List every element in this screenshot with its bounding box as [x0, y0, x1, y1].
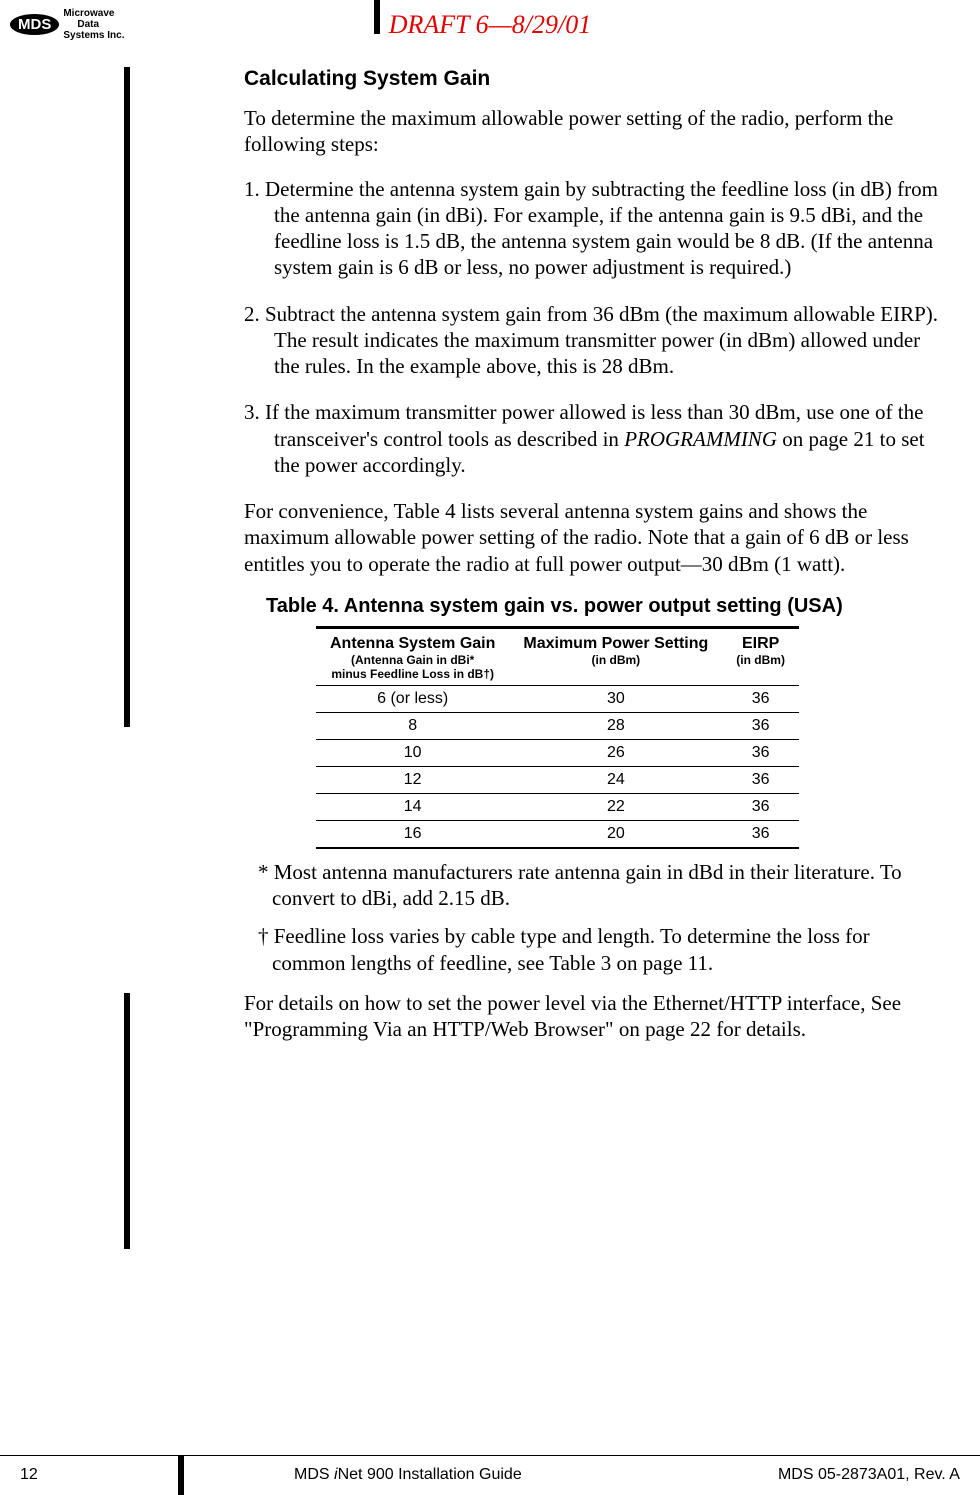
step-3-italic: PROGRAMMING — [624, 427, 777, 451]
table-row: 8 28 36 — [316, 712, 799, 739]
footer-center-a: MDS — [294, 1466, 334, 1483]
footnote-1: * Most antenna manufacturers rate antenn… — [244, 859, 940, 912]
section-heading: Calculating System Gain — [244, 67, 940, 91]
step-2: 2. Subtract the antenna system gain from… — [244, 301, 940, 380]
cell-gain: 8 — [316, 712, 509, 739]
cell-gain: 16 — [316, 820, 509, 848]
logo-text: Microwave Data Systems Inc. — [63, 8, 124, 41]
col2-header: Maximum Power Setting (in dBm) — [509, 627, 722, 685]
cell-power: 22 — [509, 793, 722, 820]
col3-title: EIRP — [742, 635, 779, 652]
logo-line-3: Systems Inc. — [63, 30, 124, 41]
logo-mark: MDS — [10, 14, 59, 35]
cell-eirp: 36 — [722, 712, 799, 739]
table-header-row: Antenna System Gain (Antenna Gain in dBi… — [316, 627, 799, 685]
cell-power: 20 — [509, 820, 722, 848]
col3-header: EIRP (in dBm) — [722, 627, 799, 685]
cell-power: 28 — [509, 712, 722, 739]
convenience-text: For convenience, Table 4 lists several a… — [244, 498, 940, 577]
change-bar-icon — [374, 0, 380, 34]
table-title: Table 4. Antenna system gain vs. power o… — [244, 595, 940, 618]
table-row: 12 24 36 — [316, 766, 799, 793]
cell-gain: 6 (or less) — [316, 685, 509, 712]
page-number: 12 — [20, 1466, 38, 1484]
cell-gain: 10 — [316, 739, 509, 766]
logo: MDS Microwave Data Systems Inc. — [10, 8, 125, 41]
col2-sub: (in dBm) — [523, 653, 708, 667]
cell-gain: 14 — [316, 793, 509, 820]
change-bar-icon — [124, 993, 130, 1249]
footer-center: MDS iNet 900 Installation Guide — [294, 1466, 522, 1484]
antenna-gain-table: Antenna System Gain (Antenna Gain in dBi… — [316, 626, 799, 849]
change-bar-icon — [178, 1455, 184, 1495]
col3-sub: (in dBm) — [736, 653, 785, 667]
col1-header: Antenna System Gain (Antenna Gain in dBi… — [316, 627, 509, 685]
cell-power: 24 — [509, 766, 722, 793]
logo-line-1: Microwave — [63, 8, 124, 19]
cell-eirp: 36 — [722, 766, 799, 793]
cell-power: 30 — [509, 685, 722, 712]
cell-eirp: 36 — [722, 793, 799, 820]
col1-sub: (Antenna Gain in dBi*minus Feedline Loss… — [330, 653, 495, 681]
table-row: 6 (or less) 30 36 — [316, 685, 799, 712]
change-bar-icon — [124, 67, 130, 727]
footer-center-b: Net 900 Installation Guide — [338, 1466, 522, 1483]
cell-power: 26 — [509, 739, 722, 766]
logo-line-2: Data — [63, 19, 124, 30]
details-text: For details on how to set the power leve… — [244, 990, 940, 1043]
draft-label: DRAFT 6—8/29/01 — [389, 10, 591, 40]
table-row: 16 20 36 — [316, 820, 799, 848]
table-row: 14 22 36 — [316, 793, 799, 820]
cell-eirp: 36 — [722, 820, 799, 848]
table-row: 10 26 36 — [316, 739, 799, 766]
page-header: MDS Microwave Data Systems Inc. DRAFT 6—… — [0, 0, 980, 45]
step-3: 3. If the maximum transmitter power allo… — [244, 399, 940, 478]
footer-right: MDS 05-2873A01, Rev. A — [778, 1466, 960, 1484]
col1-title: Antenna System Gain — [330, 635, 495, 652]
footnote-2: † Feedline loss varies by cable type and… — [244, 923, 940, 976]
step-1: 1. Determine the antenna system gain by … — [244, 176, 940, 281]
main-content: Calculating System Gain To determine the… — [0, 45, 980, 1042]
cell-eirp: 36 — [722, 685, 799, 712]
col2-title: Maximum Power Setting — [523, 635, 708, 652]
cell-eirp: 36 — [722, 739, 799, 766]
table-body: 6 (or less) 30 36 8 28 36 10 26 36 12 24… — [316, 685, 799, 848]
cell-gain: 12 — [316, 766, 509, 793]
page-footer: 12 MDS iNet 900 Installation Guide MDS 0… — [0, 1455, 980, 1494]
intro-text: To determine the maximum allowable power… — [244, 105, 940, 158]
